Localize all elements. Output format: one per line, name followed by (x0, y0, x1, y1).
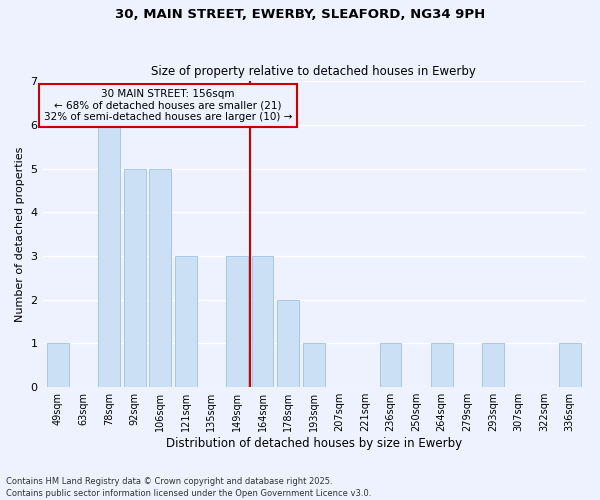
Bar (149, 168, 171, 387)
Bar (226, 256, 248, 387)
Bar (98, 125, 120, 387)
Text: Contains HM Land Registry data © Crown copyright and database right 2025.
Contai: Contains HM Land Registry data © Crown c… (6, 476, 371, 498)
Text: 30 MAIN STREET: 156sqm
← 68% of detached houses are smaller (21)
32% of semi-det: 30 MAIN STREET: 156sqm ← 68% of detached… (44, 89, 292, 122)
Bar (431, 344, 452, 387)
Bar (380, 344, 401, 387)
Bar (482, 344, 504, 387)
Bar (175, 256, 197, 387)
X-axis label: Distribution of detached houses by size in Ewerby: Distribution of detached houses by size … (166, 437, 462, 450)
Bar (124, 168, 146, 387)
Bar (277, 300, 299, 387)
Bar (559, 344, 581, 387)
Title: Size of property relative to detached houses in Ewerby: Size of property relative to detached ho… (151, 66, 476, 78)
Y-axis label: Number of detached properties: Number of detached properties (15, 146, 25, 322)
Text: 30, MAIN STREET, EWERBY, SLEAFORD, NG34 9PH: 30, MAIN STREET, EWERBY, SLEAFORD, NG34 … (115, 8, 485, 20)
Bar (303, 344, 325, 387)
Bar (252, 256, 274, 387)
Bar (47, 344, 69, 387)
